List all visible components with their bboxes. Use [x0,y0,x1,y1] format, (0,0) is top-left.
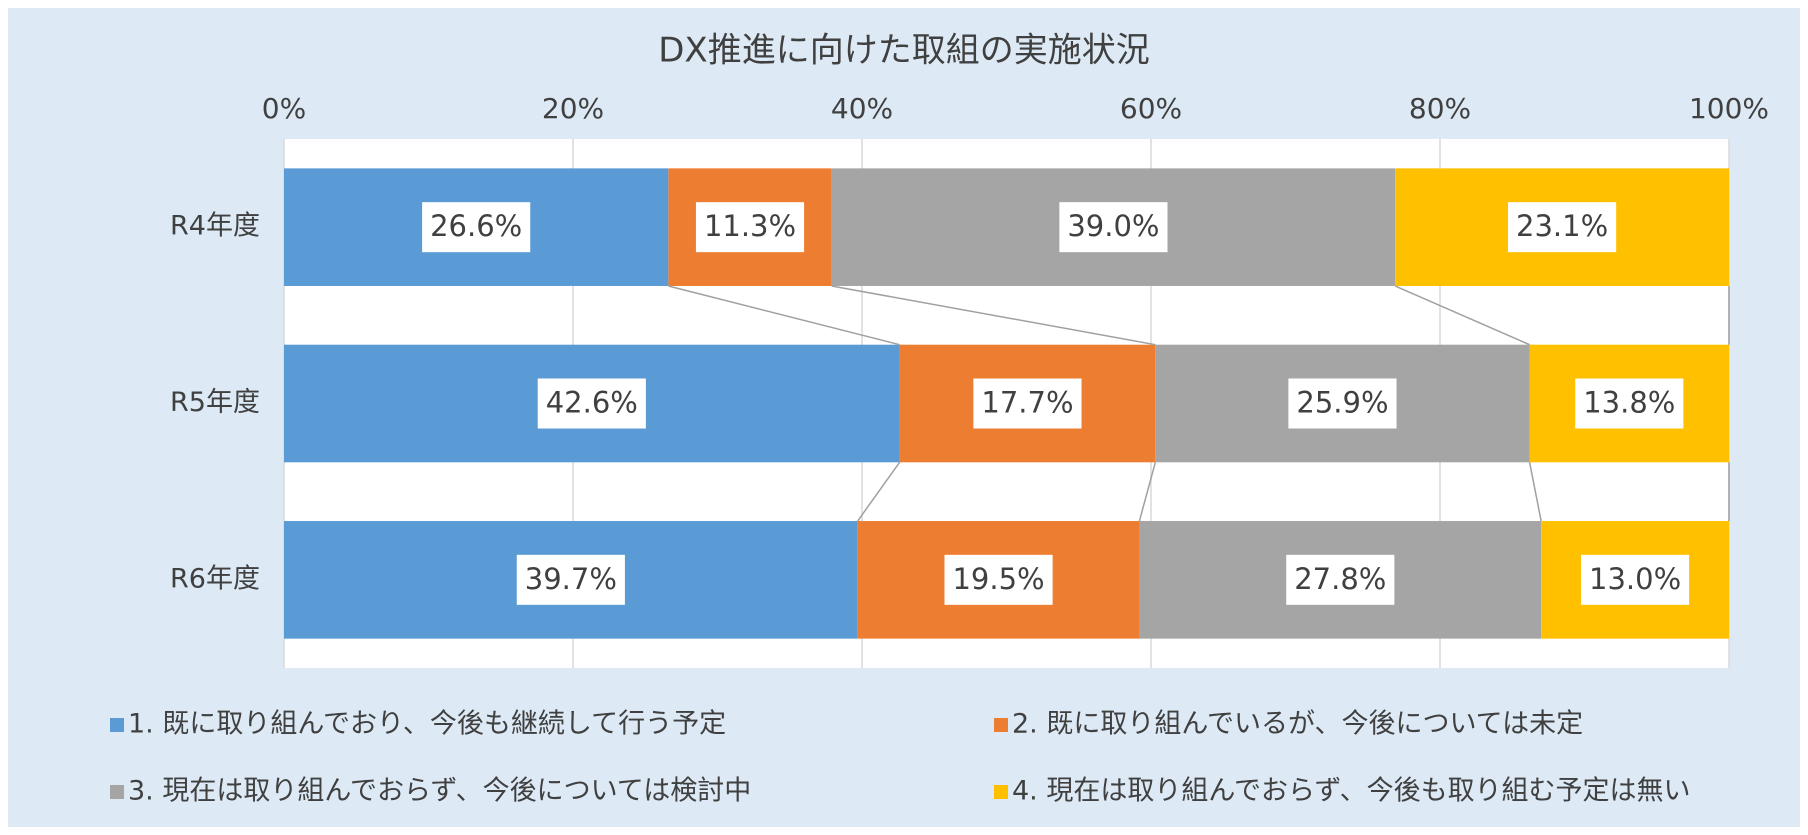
legend-label: 1. 既に取り組んでおり、今後も継続して行う予定 [128,709,726,740]
data-label: 23.1% [1516,209,1608,243]
data-label-box [537,378,646,429]
series-line [857,461,901,522]
data-label: 11.3% [704,209,796,243]
data-label-box [695,202,805,253]
data-label-box [1059,202,1168,253]
data-label-box [1288,378,1397,429]
legend-swatch [994,785,1008,799]
data-label-box [422,202,531,253]
x-tick-label: 100% [1689,92,1769,125]
x-tick-label: 20% [542,92,604,125]
series-line [1138,462,1157,522]
legend-label: 2. 既に取り組んでいるが、今後については未定 [1012,709,1583,740]
data-label: 39.7% [525,562,617,596]
x-tick-label: 60% [1120,92,1182,125]
x-tick-label: 40% [831,92,893,125]
legend-swatch [110,718,124,732]
y-tick-label: R4年度 [170,211,260,242]
data-label: 39.0% [1067,209,1159,243]
data-label-box [1581,554,1690,605]
x-tick-label: 80% [1409,92,1471,125]
data-label-box [944,554,1053,605]
data-label: 25.9% [1296,386,1388,420]
x-tick-label: 0% [262,92,306,125]
data-label: 17.7% [981,386,1073,420]
data-label: 26.6% [430,209,522,243]
series-line [668,285,900,346]
data-label: 13.0% [1589,562,1681,596]
data-label: 42.6% [546,386,638,420]
chart-title: DX推進に向けた取組の実施状況 [658,31,1149,71]
y-tick-label: R6年度 [170,563,260,594]
data-label-box [516,554,625,605]
legend-swatch [110,785,124,799]
data-label: 27.8% [1294,562,1386,596]
series-line [1528,462,1542,522]
data-label-box [1508,202,1617,253]
legend-label: 3. 現在は取り組んでおらず、今後については検討中 [128,776,751,807]
data-label-box [1575,378,1684,429]
data-label: 13.8% [1583,386,1675,420]
data-label-box [1286,554,1395,605]
data-label: 19.5% [952,562,1044,596]
legend-label: 4. 現在は取り組んでおらず、今後も取り組む予定は無い [1012,776,1691,807]
series-line [831,285,1156,346]
data-label-box [973,378,1082,429]
series-line [1394,285,1530,346]
legend-swatch [994,718,1008,732]
y-tick-label: R5年度 [170,387,260,418]
